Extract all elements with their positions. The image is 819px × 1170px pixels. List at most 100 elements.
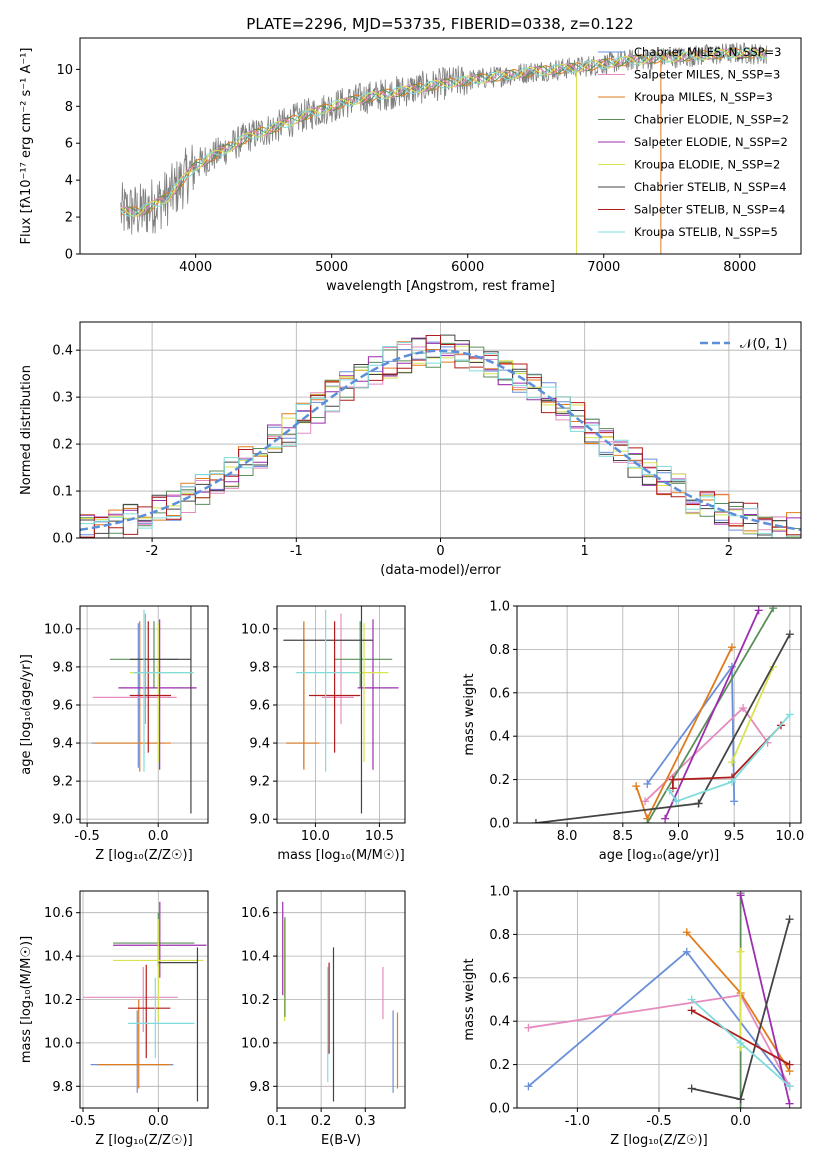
y-tick-label: 0.0 [489, 817, 510, 832]
y-tick-label: 0.6 [489, 971, 510, 986]
y-tick-label: 1.0 [489, 600, 510, 615]
plot-area [91, 606, 197, 814]
axes-frame [276, 890, 406, 1109]
x-tick-label: 6000 [451, 260, 484, 275]
axes-frame [516, 605, 802, 824]
x-tick-label: 0.0 [730, 1114, 751, 1129]
x-axis-label: mass [log₁₀(M/M☉)] [277, 848, 404, 863]
y-tick-label: 2 [65, 211, 73, 226]
y-tick-label: 10.4 [241, 950, 270, 965]
legend-label: Salpeter STELIB, N_SSP=4 [634, 203, 785, 217]
x-tick-label: 10.5 [365, 829, 394, 844]
plot-area [531, 606, 794, 823]
y-tick-label: 0.4 [489, 1015, 510, 1030]
x-axis-label: age [log₁₀(age/yr)] [599, 848, 720, 863]
model-spectrum-line [120, 48, 768, 216]
y-axis-label: age [log₁₀(age/yr)] [19, 654, 34, 775]
series-line [664, 609, 760, 820]
x-tick-label: 8.0 [557, 829, 578, 844]
x-axis-label: wavelength [Angstrom, rest frame] [326, 279, 555, 294]
y-axis-label: mass weight [462, 958, 477, 1040]
legend-label: Chabrier MILES, N_SSP=3 [634, 45, 781, 59]
y-tick-label: 10.0 [44, 1036, 73, 1051]
x-tick-label: -0.5 [70, 1114, 95, 1129]
y-tick-label: 9.8 [52, 660, 73, 675]
y-tick-label: 9.6 [52, 698, 73, 713]
plot-area [282, 901, 399, 1102]
y-tick-label: 6 [65, 137, 73, 152]
legend-label: Chabrier STELIB, N_SSP=4 [634, 180, 786, 194]
x-tick-label: -1.0 [565, 1114, 590, 1129]
axes-frame [276, 605, 406, 824]
y-tick-label: 10.6 [241, 906, 270, 921]
x-tick-label: -2 [146, 544, 159, 559]
figure-title: PLATE=2296, MJD=53735, FIBERID=0338, z=0… [246, 15, 633, 33]
y-tick-label: 10.2 [241, 993, 270, 1008]
model-spectrum-line [120, 48, 768, 217]
y-tick-label: 9.6 [249, 698, 270, 713]
series-line [739, 895, 791, 1104]
series-line [646, 664, 736, 802]
y-axis-label: mass weight [462, 673, 477, 755]
y-tick-label: 0.0 [489, 1102, 510, 1117]
plot-area [80, 334, 801, 538]
legend-label: 𝒩(0, 1) [740, 337, 787, 352]
y-tick-label: 9.4 [249, 737, 270, 752]
x-tick-label: 7000 [587, 260, 620, 275]
x-tick-label: 0.2 [311, 1114, 332, 1129]
y-tick-label: 9.8 [249, 660, 270, 675]
y-tick-label: 10.0 [241, 622, 270, 637]
x-tick-label: 0 [436, 544, 444, 559]
x-tick-label: 10.0 [775, 829, 804, 844]
y-tick-label: 0.2 [52, 438, 73, 453]
x-tick-label: 0.0 [148, 1114, 169, 1129]
histogram-step [80, 335, 801, 538]
x-tick-label: -1 [290, 544, 303, 559]
axes-frame [79, 890, 209, 1109]
x-tick-label: 5000 [315, 260, 348, 275]
x-axis-label: Z [log₁₀(Z/Z☉)] [610, 1133, 707, 1148]
y-tick-label: 0.6 [489, 686, 510, 701]
plot-area [120, 42, 768, 254]
x-tick-label: 0.1 [267, 1114, 288, 1129]
legend-label: Salpeter MILES, N_SSP=3 [634, 68, 780, 82]
y-tick-label: 10.4 [44, 950, 73, 965]
y-tick-label: 0 [65, 248, 73, 263]
x-tick-label: 9.0 [668, 829, 689, 844]
y-tick-label: 8 [65, 100, 73, 115]
y-tick-label: 10.2 [44, 993, 73, 1008]
x-axis-label: Z [log₁₀(Z/Z☉)] [95, 1133, 192, 1148]
x-tick-label: 8000 [723, 260, 756, 275]
series-line [691, 1009, 791, 1066]
series-line [668, 713, 791, 803]
legend-label: Kroupa STELIB, N_SSP=5 [634, 225, 778, 239]
plot-area [524, 891, 794, 1108]
y-tick-label: 10.0 [241, 1036, 270, 1051]
x-tick-label: -0.5 [646, 1114, 671, 1129]
axes-frame [79, 321, 802, 539]
series-line [646, 607, 774, 823]
y-axis-label: mass [log₁₀(M/M☉)] [19, 936, 34, 1063]
series-line [672, 724, 782, 789]
series-line [731, 666, 775, 763]
axes-frame [79, 37, 802, 255]
x-axis-label: Z [log₁₀(Z/Z☉)] [95, 848, 192, 863]
x-tick-label: 0.0 [148, 829, 169, 844]
model-spectrum-line [120, 48, 768, 217]
x-tick-label: 10.0 [301, 829, 330, 844]
x-tick-label: 9.5 [724, 829, 745, 844]
y-tick-label: 10.6 [44, 906, 73, 921]
y-tick-label: 0.8 [489, 928, 510, 943]
y-tick-label: 9.8 [52, 1080, 73, 1095]
histogram-step [80, 342, 801, 538]
y-tick-label: 9.0 [52, 813, 73, 828]
y-tick-label: 0.0 [52, 532, 73, 547]
x-tick-label: 0.3 [355, 1114, 376, 1129]
x-tick-label: 4000 [179, 260, 212, 275]
normal-curve [80, 349, 801, 532]
y-tick-label: 1.0 [489, 885, 510, 900]
y-tick-label: 9.0 [249, 813, 270, 828]
y-tick-label: 9.2 [249, 775, 270, 790]
y-tick-label: 0.4 [489, 730, 510, 745]
